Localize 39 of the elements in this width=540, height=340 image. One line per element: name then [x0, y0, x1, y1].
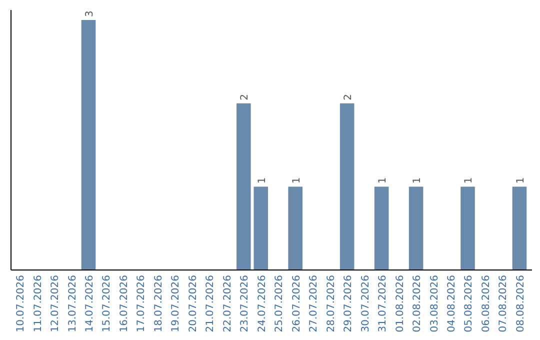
x-tick-label: 19.07.2026	[170, 275, 182, 332]
data-label: 1	[515, 177, 526, 184]
x-tick-label: 03.08.2026	[429, 275, 440, 332]
x-tick-label: 08.08.2026	[515, 275, 526, 332]
x-tick-label: 01.08.2026	[394, 275, 406, 332]
x-tick-label: 06.08.2026	[480, 275, 492, 332]
x-tick-label: 16.07.2026	[118, 275, 130, 332]
x-tick-label: 31.07.2026	[378, 275, 389, 332]
x-tick-label: 22.07.2026	[222, 275, 234, 332]
x-tick-label: 20.07.2026	[188, 275, 199, 332]
x-tick-label: 07.08.2026	[498, 275, 510, 332]
data-label: 1	[464, 177, 475, 184]
x-tick-label: 13.07.2026	[67, 275, 78, 332]
x-tick-label: 28.07.2026	[326, 275, 337, 332]
data-label: 1	[412, 177, 424, 184]
data-label: 1	[378, 177, 389, 184]
data-label: 2	[240, 94, 251, 100]
x-tick-label: 25.07.2026	[274, 275, 286, 332]
x-tick-label: 26.07.2026	[291, 275, 302, 332]
x-tick-label: 05.08.2026	[464, 275, 475, 332]
x-tick-label: 18.07.2026	[153, 275, 164, 332]
x-tick-label: 02.08.2026	[412, 275, 424, 332]
x-tick-label: 30.07.2026	[360, 275, 372, 332]
x-tick-label: 21.07.2026	[205, 275, 216, 332]
data-label: 1	[291, 177, 302, 184]
x-tick-label: 04.08.2026	[446, 275, 458, 332]
x-tick-label: 14.07.2026	[84, 275, 96, 332]
x-tick-label: 27.07.2026	[308, 275, 320, 332]
x-tick-label: 23.07.2026	[240, 275, 251, 332]
x-tick-label: 29.07.2026	[343, 275, 354, 332]
x-tick-label: 10.07.2026	[16, 275, 27, 332]
data-label: 3	[84, 10, 96, 17]
x-tick-label: 24.07.2026	[256, 275, 268, 332]
x-tick-label: 11.07.2026	[32, 275, 44, 332]
data-label: 1	[256, 177, 268, 184]
x-tick-label: 17.07.2026	[136, 275, 148, 332]
x-tick-label: 12.07.2026	[50, 275, 62, 332]
x-tick-label: 15.07.2026	[102, 275, 113, 332]
data-label: 2	[343, 94, 354, 100]
